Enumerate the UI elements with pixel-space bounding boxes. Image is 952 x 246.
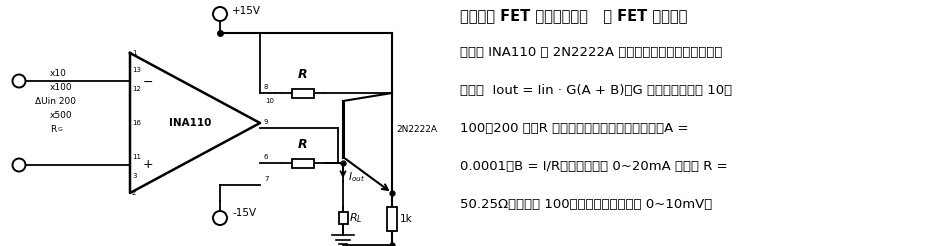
Bar [387, 207, 397, 231]
Text: G: G [57, 127, 63, 132]
Text: x100: x100 [50, 83, 72, 92]
Text: $+$: $+$ [143, 158, 153, 171]
Text: 13: 13 [132, 67, 141, 73]
Text: 2: 2 [132, 190, 136, 196]
Text: 3: 3 [132, 173, 136, 179]
Bar [291, 158, 314, 168]
Text: 11: 11 [132, 154, 141, 160]
Text: 50.25Ω，增益取 100，输入电压的变化为 0~10mV。: 50.25Ω，增益取 100，输入电压的变化为 0~10mV。 [460, 198, 712, 211]
Text: 10: 10 [265, 98, 274, 104]
Text: x10: x10 [50, 70, 67, 78]
Text: 7: 7 [264, 176, 268, 182]
Text: +15V: +15V [232, 6, 261, 16]
Text: 2N2222A: 2N2222A [396, 124, 437, 134]
Text: $-$: $-$ [143, 75, 153, 88]
Text: R: R [50, 125, 56, 135]
Text: 100、200 等，R 为外接电阻，用于设定电流值。A =: 100、200 等，R 为外接电阻，用于设定电流值。A = [460, 122, 688, 135]
Text: R: R [298, 138, 307, 151]
Bar [339, 212, 347, 224]
Text: $I_{out}$: $I_{out}$ [348, 170, 366, 184]
Text: 放大器 INA110 和 2N2222A 三极管组成的电流源电路，输: 放大器 INA110 和 2N2222A 三极管组成的电流源电路，输 [460, 46, 723, 59]
Text: INA110: INA110 [169, 118, 211, 128]
Text: R: R [298, 68, 307, 81]
Text: 出电流  Iout = Iin · G(A + B)，G 为增益，可选择 10、: 出电流 Iout = Iin · G(A + B)，G 为增益，可选择 10、 [460, 84, 732, 97]
Text: -15V: -15V [232, 208, 256, 218]
Text: x500: x500 [50, 111, 72, 121]
Text: 差动输入 FET 缓冲的电流源   由 FET 输入仪器: 差动输入 FET 缓冲的电流源 由 FET 输入仪器 [460, 8, 687, 23]
Bar [291, 89, 314, 97]
Text: 6: 6 [264, 154, 268, 160]
Text: 16: 16 [132, 120, 141, 126]
Text: 12: 12 [132, 86, 141, 92]
Text: 9: 9 [264, 119, 268, 125]
Text: $R_L$: $R_L$ [349, 211, 363, 225]
Text: 8: 8 [264, 84, 268, 90]
Text: 0.0001，B = I/R。在电流范围 0~20mA 时，取 R =: 0.0001，B = I/R。在电流范围 0~20mA 时，取 R = [460, 160, 727, 173]
Text: 1: 1 [132, 50, 136, 56]
Text: 1k: 1k [400, 214, 413, 224]
Text: ΔUin 200: ΔUin 200 [35, 97, 76, 107]
